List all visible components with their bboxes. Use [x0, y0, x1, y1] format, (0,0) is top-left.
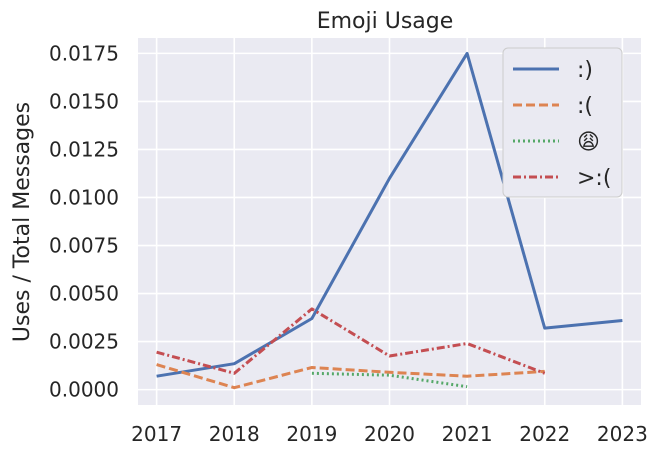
x-tick-label: 2023 [597, 422, 648, 446]
chart-title: Emoji Usage [317, 9, 454, 34]
x-tick-label: 2022 [519, 422, 570, 446]
x-tick-label: 2020 [364, 422, 415, 446]
legend-label: >:( [577, 166, 611, 191]
grid [138, 38, 641, 405]
y-tick-label: 0.0100 [49, 185, 119, 209]
series-line-3 [311, 371, 468, 389]
y-tick-label: 0.0050 [49, 282, 119, 306]
series-line-4 [156, 307, 546, 375]
series-line-1 [156, 51, 623, 378]
y-tick-label: 0.0025 [49, 330, 119, 354]
y-tick-label: 0.0175 [49, 41, 119, 65]
legend: :) :( 😩 >:( [502, 47, 623, 198]
x-tick-label: 2021 [442, 422, 493, 446]
legend-label: 😩 [577, 130, 600, 155]
y-axis-label: Uses / Total Messages [10, 102, 35, 342]
legend-label: :( [577, 94, 593, 119]
y-tick-label: 0.0125 [49, 137, 119, 161]
y-tick-labels: 0.0000 0.0025 0.0050 0.0075 0.0100 0.0125 0.01… [49, 41, 119, 401]
legend-box [502, 47, 623, 198]
x-tick-label: 2018 [209, 422, 260, 446]
y-tick-label: 0.0150 [49, 89, 119, 113]
x-tick-label: 2017 [131, 422, 182, 446]
y-tick-label: 0.0000 [49, 378, 119, 402]
y-tick-label: 0.0075 [49, 234, 119, 258]
x-tick-labels: 2017 2018 2019 2020 2021 2022 2023 [131, 422, 648, 446]
x-tick-label: 2019 [286, 422, 337, 446]
series-lines [156, 51, 623, 390]
legend-label: :) [577, 58, 593, 83]
series-line-2 [156, 363, 545, 390]
